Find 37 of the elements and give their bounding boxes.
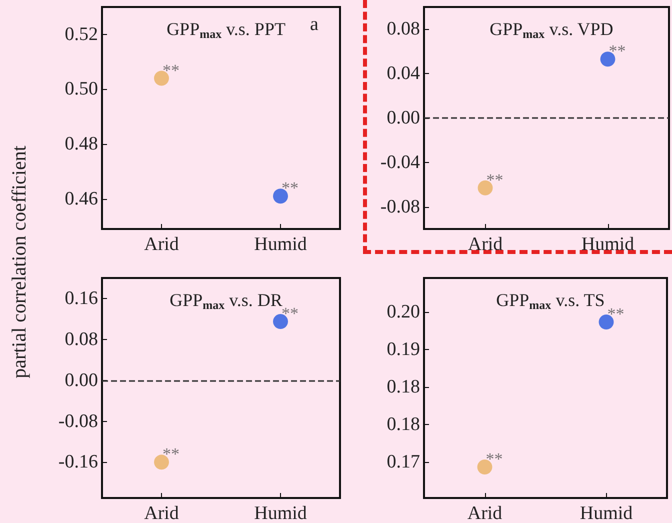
y-axis-title: partial correlation coefficient — [8, 146, 32, 378]
y-tick-label: 0.52 — [64, 24, 98, 45]
annotation: ** — [486, 170, 504, 190]
y-tick-label: 0.50 — [64, 78, 98, 100]
y-tick-label: 0.17 — [386, 452, 420, 472]
annotation: ** — [162, 60, 180, 80]
y-tick-label: -0.08 — [58, 410, 98, 432]
x-tick-label: Arid — [144, 503, 180, 523]
y-tick-label: 0.20 — [386, 302, 420, 322]
annotation: ** — [282, 178, 298, 198]
annotation: ** — [282, 304, 298, 323]
y-tick-label: 0.46 — [64, 188, 98, 210]
y-tick-label: 0.18 — [386, 376, 420, 398]
y-tick-label: -0.04 — [380, 152, 420, 173]
annotation: ** — [607, 304, 624, 324]
y-tick-label: -0.16 — [58, 452, 98, 473]
y-tick-label: 0.19 — [386, 339, 420, 360]
annotation: ** — [608, 42, 626, 61]
y-tick-label: 0.08 — [64, 328, 98, 350]
y-tick-label: 0.18 — [386, 414, 420, 435]
annotation: ** — [486, 450, 503, 468]
y-tick-label: 0.00 — [386, 108, 420, 128]
y-tick-label: 0.16 — [64, 288, 98, 309]
y-tick-label: 0.04 — [386, 63, 420, 84]
x-tick-label: Humid — [580, 503, 634, 523]
y-tick-label: 0.48 — [64, 134, 98, 155]
y-tick-label: 0.08 — [386, 18, 420, 40]
x-tick-label: Humid — [254, 503, 308, 523]
x-tick-label: Humid — [254, 234, 308, 255]
y-tick-label: -0.08 — [380, 196, 420, 218]
annotation: ** — [162, 444, 180, 464]
x-tick-label: Arid — [467, 503, 503, 523]
x-tick-label: Humid — [581, 234, 635, 255]
y-tick-label: 0.00 — [64, 370, 98, 391]
x-tick-label: Arid — [468, 234, 504, 255]
x-tick-label: Arid — [144, 234, 180, 255]
annotation: a — [310, 14, 319, 35]
